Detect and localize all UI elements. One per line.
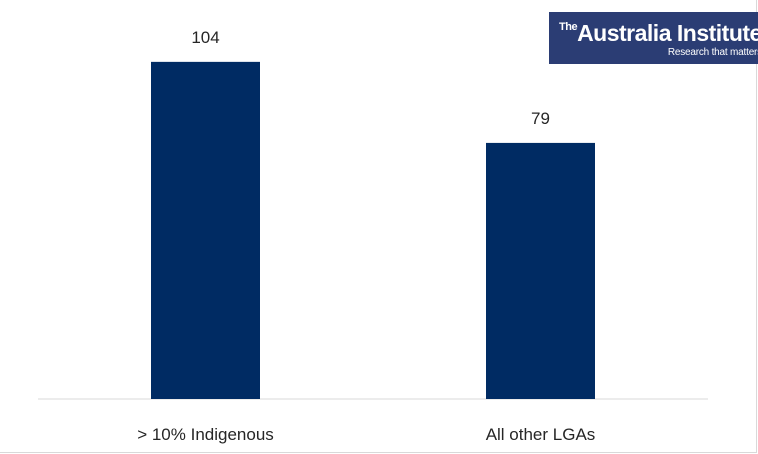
bar — [486, 143, 595, 399]
category-label: > 10% Indigenous — [137, 425, 274, 444]
data-label: 79 — [531, 109, 550, 128]
data-label: 104 — [191, 28, 219, 47]
category-label: All other LGAs — [486, 425, 596, 444]
bar — [151, 62, 260, 399]
